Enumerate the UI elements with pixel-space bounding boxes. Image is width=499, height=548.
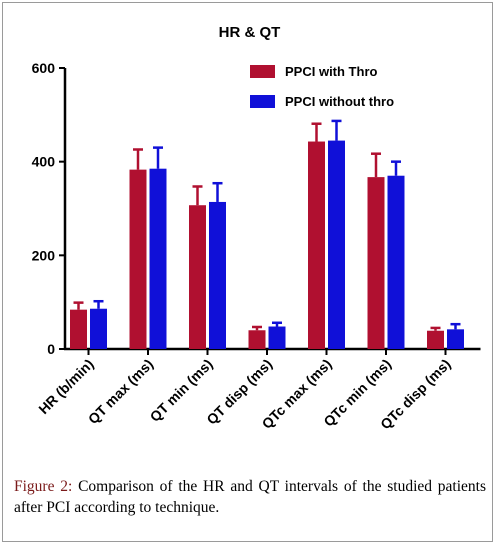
bar	[209, 201, 226, 349]
bar	[427, 330, 444, 349]
legend-swatch	[250, 65, 275, 78]
figure-caption: Figure 2: Comparison of the HR and QT in…	[14, 476, 486, 518]
bar	[268, 326, 286, 349]
legend-label: PPCI with Thro	[285, 64, 378, 79]
y-tick-label: 400	[32, 154, 56, 170]
caption-label: Figure 2:	[14, 478, 73, 495]
bar	[149, 168, 167, 349]
bar	[447, 329, 464, 349]
bar	[90, 308, 107, 349]
x-category-label: HR (b/min)	[35, 356, 96, 417]
bar	[189, 205, 206, 349]
y-tick-label: 200	[32, 247, 56, 263]
bar	[248, 330, 266, 349]
bar	[308, 141, 325, 349]
y-tick-label: 600	[32, 60, 56, 76]
bar	[129, 169, 147, 349]
y-tick-label: 0	[47, 341, 55, 357]
legend-swatch	[250, 95, 275, 108]
chart-title: HR & QT	[218, 24, 281, 41]
bar	[328, 140, 345, 349]
caption-text: Comparison of the HR and QT intervals of…	[14, 478, 486, 516]
legend-label: PPCI without thro	[285, 94, 394, 109]
bar	[367, 177, 385, 349]
bar	[70, 309, 87, 349]
figure-frame	[2, 2, 493, 542]
bar	[387, 175, 405, 349]
